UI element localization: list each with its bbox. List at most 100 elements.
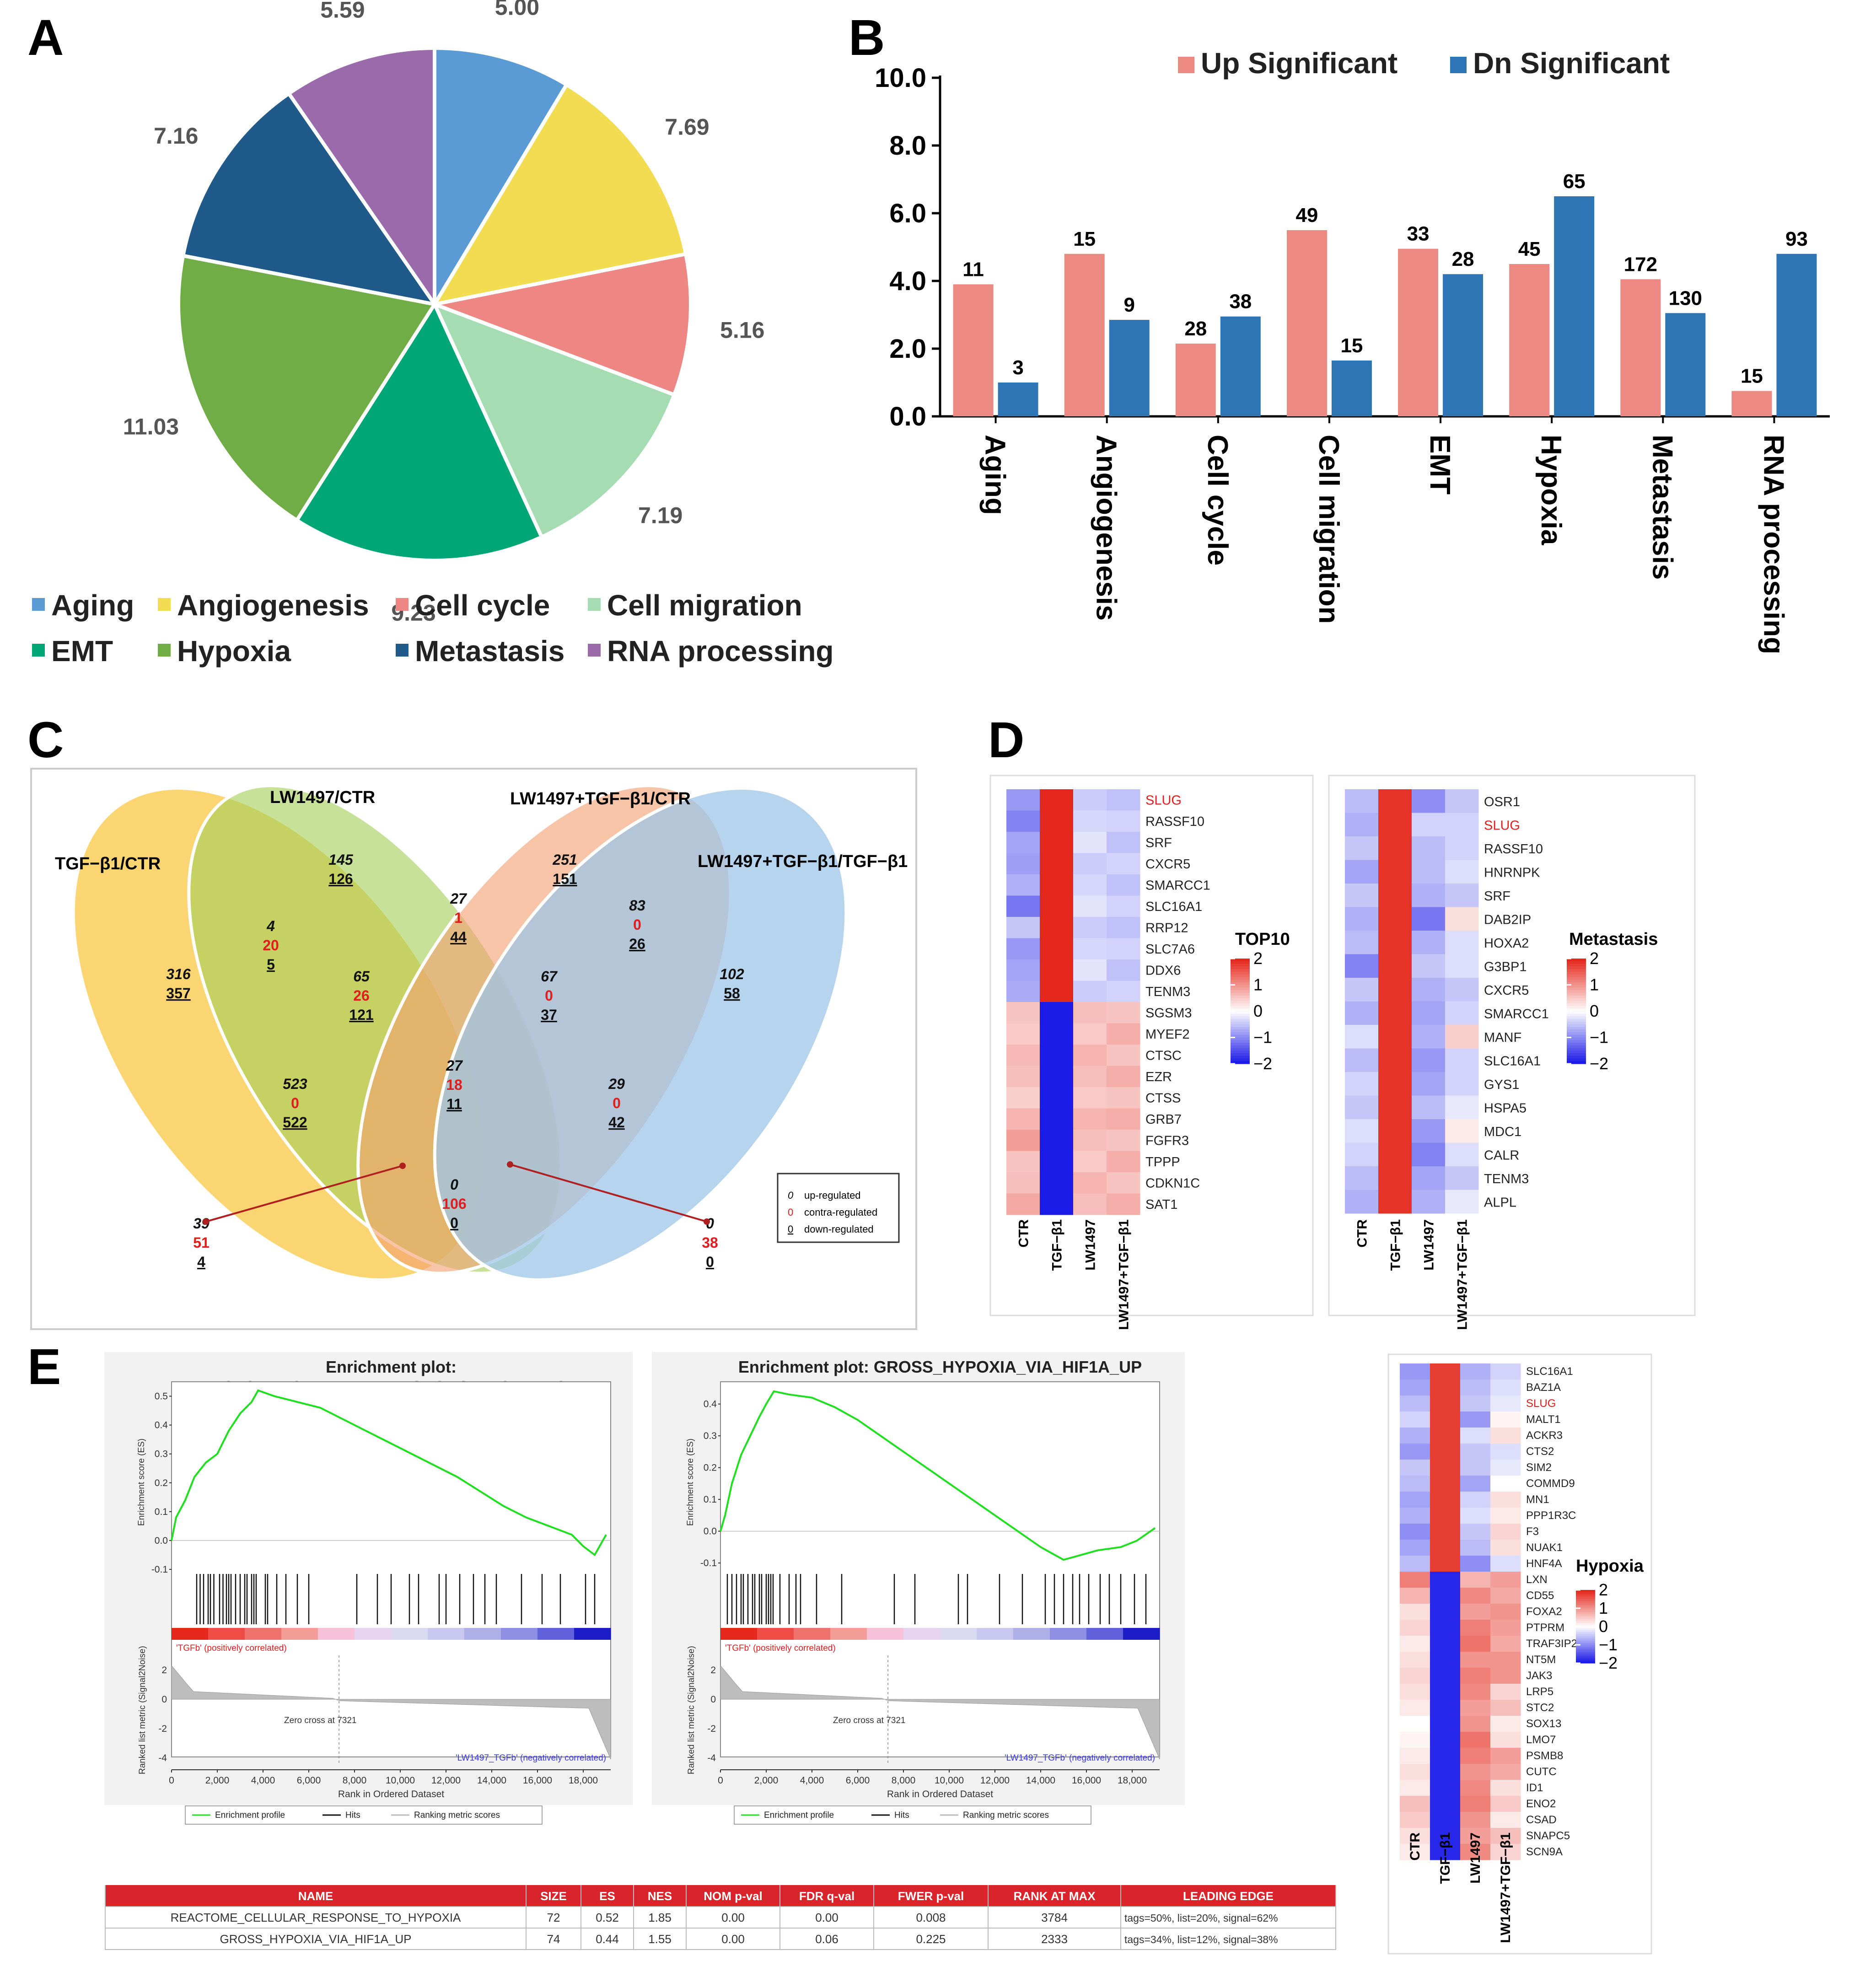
heatmap-cell	[1378, 1119, 1412, 1143]
heatmap-gene-hnf4a: HNF4A	[1526, 1557, 1562, 1570]
heatmap-cell	[1490, 1796, 1521, 1812]
colorbar-step	[1576, 1594, 1595, 1596]
heatmap-cell	[1430, 1764, 1461, 1780]
heatmap-gene-dab2ip: DAB2IP	[1484, 913, 1531, 927]
colorbar-step	[1576, 1659, 1595, 1662]
colorbar-step	[1576, 1605, 1595, 1607]
heatmap-gene-srf: SRF	[1484, 889, 1510, 904]
colorbar-step	[1576, 1656, 1595, 1658]
gsea-x-tick-label: 4,000	[800, 1775, 824, 1786]
colorbar-step	[1576, 1616, 1595, 1618]
heatmap-cell	[1430, 1780, 1461, 1796]
colorbar-step	[1567, 959, 1586, 962]
pie-legend-swatch-emt	[32, 644, 45, 657]
gsea-x-tick-label: 18,000	[569, 1775, 598, 1786]
colorbar-step	[1567, 1024, 1586, 1028]
heatmap-column-lw1497-tgf-1: LW1497+TGF−β1	[1498, 1832, 1513, 1943]
heatmap-cell	[1412, 907, 1446, 931]
colorbar-step	[1576, 1654, 1595, 1656]
heatmap-gene-baz1a: BAZ1A	[1526, 1381, 1561, 1394]
table-header-cell: LEADING EDGE	[1183, 1889, 1274, 1903]
gsea-legend-enrichment-profile: Enrichment profile	[764, 1810, 834, 1820]
heatmap-gene-smarcc1: SMARCC1	[1484, 1007, 1549, 1022]
heatmap-cell	[1040, 810, 1074, 832]
venn-down-count: 522	[283, 1114, 307, 1131]
heatmap-cell	[1460, 1732, 1491, 1748]
heatmap-gene-sim2: SIM2	[1526, 1461, 1552, 1474]
venn-contra-count: 18	[446, 1077, 462, 1093]
table-cell: 0.52	[596, 1911, 619, 1924]
colorbar-step	[1576, 1636, 1595, 1638]
colorbar-step	[1231, 1001, 1250, 1004]
bar-value-label: 65	[1563, 170, 1586, 193]
bar-value-label: 28	[1452, 248, 1474, 270]
gsea-es-tick-label: 0.2	[704, 1463, 717, 1473]
heatmap-cell	[1460, 1412, 1491, 1428]
heatmap-cell	[1430, 1540, 1461, 1556]
heatmap-cell	[1430, 1412, 1461, 1428]
heatmap-cell	[1460, 1363, 1491, 1380]
heatmap-cell	[1445, 1142, 1479, 1167]
bar-value-label: 15	[1340, 334, 1363, 357]
colorbar-tick-label: −2	[1590, 1054, 1608, 1073]
heatmap-cell	[1490, 1508, 1521, 1524]
colorbar-step	[1576, 1649, 1595, 1651]
heatmap-cell	[1107, 853, 1140, 875]
heatmap-column-tgf-1: TGF−β1	[1049, 1219, 1064, 1271]
heatmap-cell	[1430, 1428, 1461, 1444]
heatmap-cell	[1400, 1572, 1430, 1588]
bar-up-significant-angiogenesis	[1064, 253, 1105, 416]
colorbar-step	[1567, 1037, 1586, 1040]
gsea-neg-label: 'LW1497_TGFb' (negatively correlated)	[456, 1753, 606, 1763]
heatmap-cell	[1460, 1780, 1491, 1796]
heatmap-cell	[1490, 1604, 1521, 1620]
heatmap-gene-stc2: STC2	[1526, 1702, 1554, 1714]
heatmap-cell	[1445, 1190, 1479, 1214]
heatmap-cell	[1412, 1048, 1446, 1072]
heatmap-cell	[1040, 938, 1074, 960]
bar-category-label-angiogenesis: Angiogenesis	[1091, 435, 1122, 621]
heatmap-gene-hoxa2: HOXA2	[1484, 936, 1529, 951]
gsea-rank-strip	[867, 1628, 904, 1640]
pie-slice-metastasis	[181, 91, 439, 307]
heatmap-column-lw1497: LW1497	[1083, 1219, 1098, 1271]
heatmap-cell	[1073, 895, 1107, 917]
pie-slice-cell-migration	[431, 301, 677, 540]
heatmap-cell	[1430, 1476, 1461, 1492]
heatmap-column-lw1497-tgf-1: LW1497+TGF−β1	[1116, 1219, 1131, 1330]
heatmap-cell	[1378, 1001, 1412, 1025]
heatmap-cell	[1430, 1395, 1461, 1412]
gsea-rank-tick-label: 2	[710, 1665, 716, 1676]
heatmap-cell	[1400, 1716, 1430, 1732]
table-header-cell: NAME	[298, 1889, 333, 1903]
gsea-x-tick-label: 6,000	[297, 1775, 321, 1786]
colorbar-step	[1567, 1058, 1586, 1061]
table-cell: 1.85	[648, 1911, 672, 1924]
table-header-cell: FWER p-val	[898, 1889, 964, 1903]
bar-category-label-emt: EMT	[1424, 435, 1456, 495]
colorbar-step	[1231, 1061, 1250, 1064]
venn-legend-sym-1: 0	[788, 1190, 794, 1201]
heatmap-cell	[1460, 1716, 1491, 1732]
pie-legend-swatch-aging	[32, 598, 45, 611]
venn-down-count: 5	[267, 956, 275, 973]
heatmap-cell	[1490, 1572, 1521, 1588]
venn-up-count: 83	[629, 897, 645, 914]
heatmap-gene-ctsc: CTSC	[1145, 1048, 1182, 1063]
heatmap-cell	[1378, 907, 1412, 931]
heatmap-cell	[1345, 1190, 1379, 1214]
gsea-x-tick-label: 16,000	[1072, 1775, 1101, 1786]
heatmap-cell	[1490, 1412, 1521, 1428]
colorbar-step	[1576, 1623, 1595, 1625]
gsea-x-tick-label: 8,000	[892, 1775, 916, 1786]
heatmap-gene-ptprm: PTPRM	[1526, 1622, 1564, 1634]
bar-value-label: 93	[1785, 228, 1808, 250]
heatmap-cell	[1445, 836, 1479, 860]
heatmap-cell	[1460, 1588, 1491, 1604]
heatmap-cell	[1378, 884, 1412, 907]
heatmap-gene-snapc5: SNAPC5	[1526, 1830, 1570, 1842]
heatmap-cell	[1490, 1540, 1521, 1556]
heatmap-gene-tenm3: TENM3	[1484, 1172, 1529, 1186]
heatmap-column-tgf-1: TGF−β1	[1388, 1219, 1403, 1271]
